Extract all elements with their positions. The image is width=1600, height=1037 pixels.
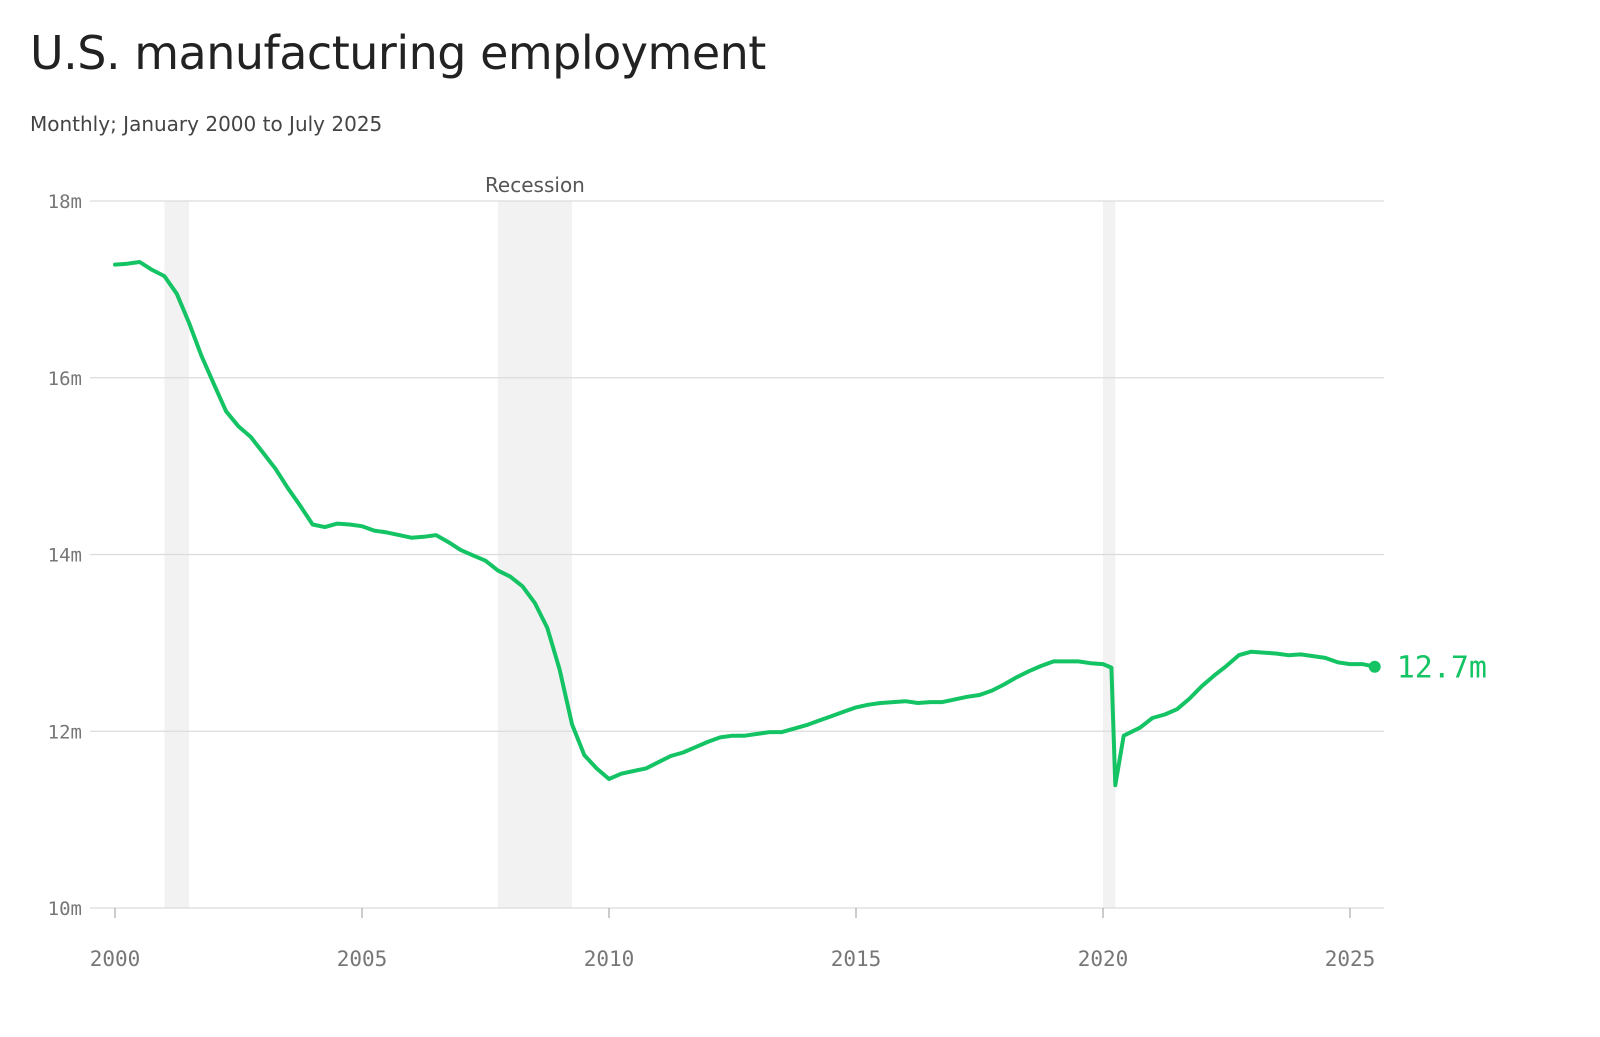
- end-point-marker: [1368, 660, 1381, 673]
- x-tick-label: 2020: [1078, 947, 1129, 971]
- chart-subtitle: Monthly; January 2000 to July 2025: [30, 112, 383, 136]
- y-tick-label: 16m: [48, 368, 82, 390]
- x-axis: 2000 2005 2010 2015 2020 2025: [90, 908, 1376, 971]
- x-tick-label: 2005: [337, 947, 388, 971]
- x-tick-label: 2010: [584, 947, 635, 971]
- chart-title: U.S. manufacturing employment: [30, 26, 766, 80]
- y-axis: 10m 12m 14m 16m 18m: [48, 191, 82, 920]
- y-tick-label: 12m: [48, 721, 82, 743]
- x-tick-label: 2000: [90, 947, 141, 971]
- x-tick-label: 2025: [1325, 947, 1376, 971]
- end-value-label: 12.7m: [1397, 651, 1487, 686]
- y-tick-label: 14m: [48, 545, 82, 567]
- recession-label: Recession: [485, 173, 585, 197]
- y-tick-label: 18m: [48, 191, 82, 213]
- y-tick-label: 10m: [48, 898, 82, 920]
- y-gridlines: [90, 200, 1384, 909]
- series-line: [113, 260, 1377, 788]
- x-tick-label: 2015: [831, 947, 882, 971]
